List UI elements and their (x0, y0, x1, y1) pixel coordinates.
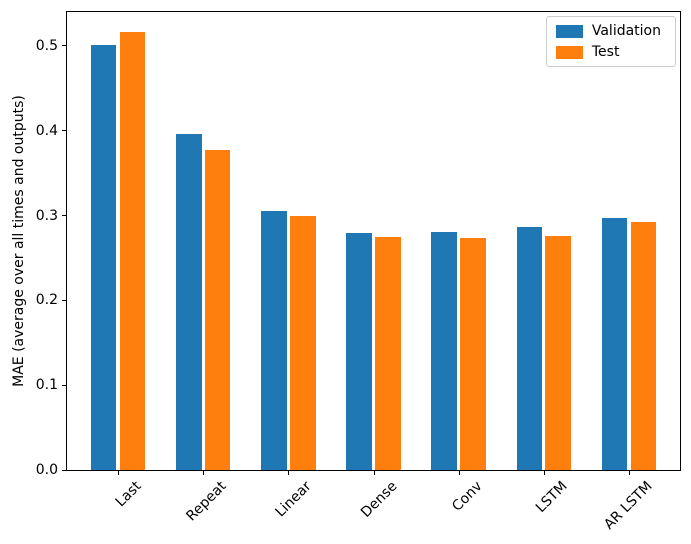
plot-area: Validation Test (66, 11, 681, 471)
legend-entry-test: Test (555, 44, 665, 60)
x-tick-label-repeat: Repeat (183, 478, 230, 525)
legend-swatch-validation (555, 24, 583, 38)
bar-test-dense (375, 236, 401, 470)
bar-validation-last (90, 45, 117, 470)
x-tick-label-linear: Linear (272, 478, 315, 521)
y-tick-label: 0.2 (35, 292, 58, 309)
bar-test-conv (460, 237, 486, 470)
y-tick-mark (62, 215, 66, 217)
x-tick-mark (118, 471, 120, 475)
legend: Validation Test (545, 16, 676, 67)
y-tick-mark (62, 45, 66, 47)
x-tick-label-ar-lstm: AR LSTM (601, 478, 656, 533)
bar-test-linear (290, 216, 316, 470)
bar-validation-linear (261, 211, 287, 470)
x-tick-mark (543, 471, 545, 475)
y-tick-mark (62, 299, 66, 301)
legend-swatch-test (555, 45, 583, 59)
y-tick-label: 0.5 (35, 37, 58, 54)
bar-validation-conv (431, 231, 457, 470)
legend-entry-validation: Validation (555, 23, 665, 39)
y-tick-label: 0.3 (35, 207, 58, 224)
x-tick-mark (288, 471, 290, 475)
bar-test-lstm (545, 235, 571, 470)
bar-validation-lstm (516, 227, 543, 470)
x-tick-mark (203, 471, 205, 475)
y-tick-label: 0.4 (35, 122, 58, 139)
y-tick-mark (62, 469, 66, 471)
x-tick-label-lstm: LSTM (532, 478, 571, 517)
bar-validation-repeat (175, 134, 202, 470)
x-tick-mark (628, 471, 630, 475)
bar-test-repeat (204, 150, 231, 470)
bar-test-last (119, 32, 146, 470)
bar-validation-ar-lstm (601, 218, 628, 470)
legend-label-validation: Validation (591, 23, 661, 39)
x-tick-label-last: Last (112, 478, 145, 511)
y-tick-label: 0.0 (35, 462, 58, 478)
x-tick-mark (373, 471, 375, 475)
y-axis-label: MAE (average over all times and outputs) (11, 95, 27, 387)
bar-test-ar-lstm (630, 222, 657, 470)
legend-label-test: Test (591, 44, 620, 60)
bar-validation-dense (346, 232, 372, 470)
y-tick-mark (62, 130, 66, 132)
x-tick-mark (458, 471, 460, 475)
x-tick-label-conv: Conv (448, 478, 486, 515)
y-tick-label: 0.1 (35, 377, 58, 394)
x-tick-label-dense: Dense (357, 478, 401, 521)
y-tick-mark (62, 384, 66, 386)
